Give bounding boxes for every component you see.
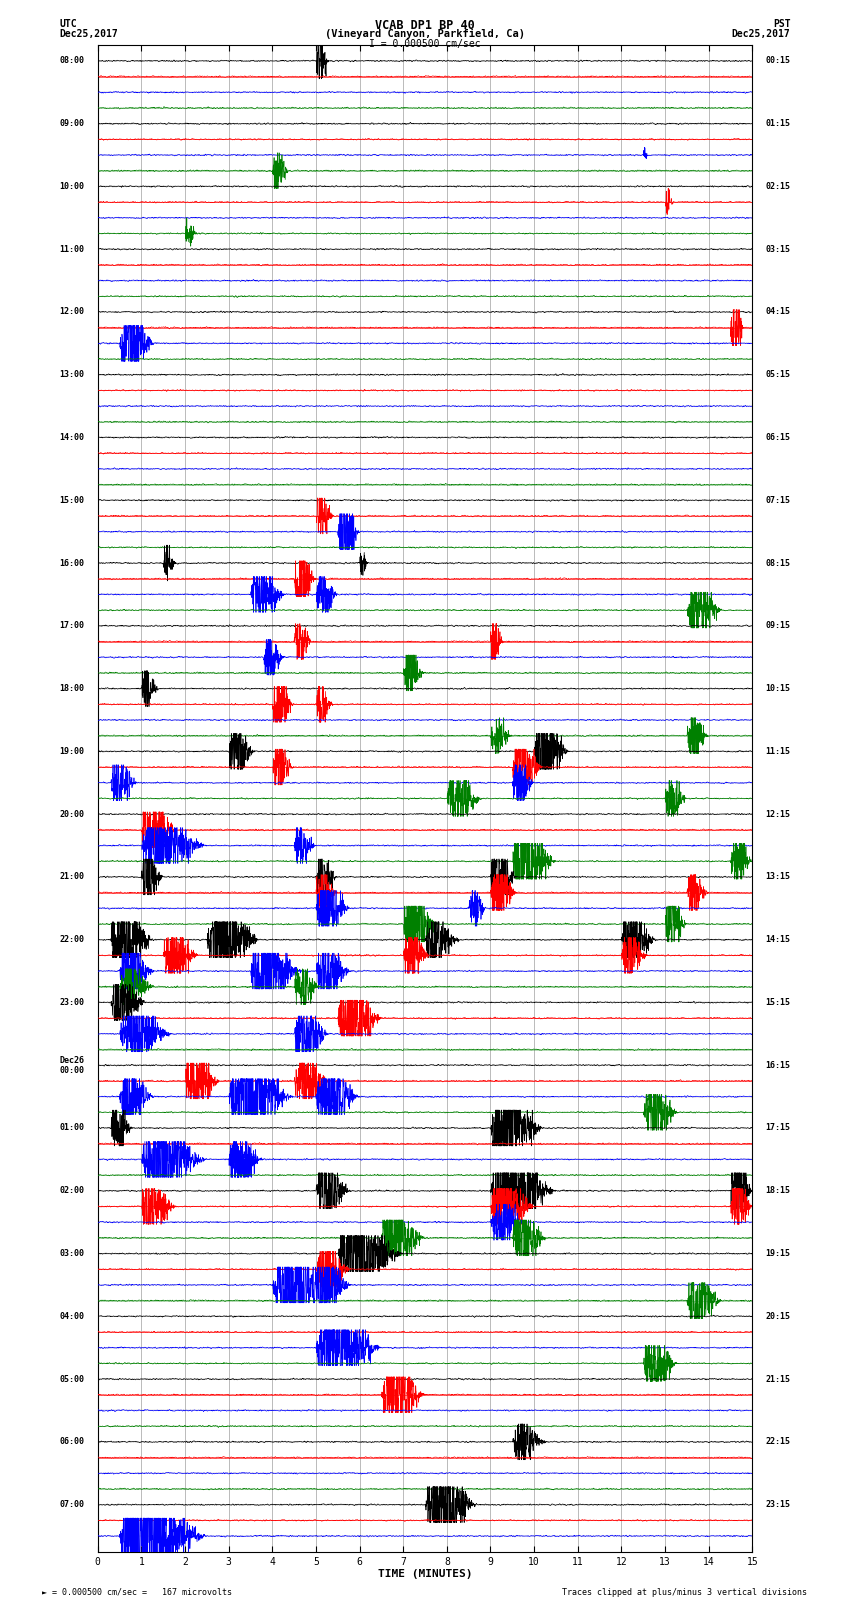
Text: 22:15: 22:15 [765,1437,790,1447]
Text: 09:15: 09:15 [765,621,790,631]
Text: 06:00: 06:00 [60,1437,85,1447]
Text: 23:00: 23:00 [60,998,85,1007]
Text: 12:00: 12:00 [60,308,85,316]
Text: 21:15: 21:15 [765,1374,790,1384]
Text: 07:00: 07:00 [60,1500,85,1510]
Text: 03:00: 03:00 [60,1248,85,1258]
Text: 09:00: 09:00 [60,119,85,127]
Text: 19:15: 19:15 [765,1248,790,1258]
Text: Dec26
00:00: Dec26 00:00 [60,1055,85,1074]
Text: 16:00: 16:00 [60,558,85,568]
Text: 19:00: 19:00 [60,747,85,756]
Text: 16:15: 16:15 [765,1061,790,1069]
Text: 08:00: 08:00 [60,56,85,66]
Text: 20:15: 20:15 [765,1311,790,1321]
Text: 17:15: 17:15 [765,1124,790,1132]
Text: 08:15: 08:15 [765,558,790,568]
Text: 04:15: 04:15 [765,308,790,316]
Text: 03:15: 03:15 [765,245,790,253]
Text: 20:00: 20:00 [60,810,85,819]
Text: 14:15: 14:15 [765,936,790,944]
Text: 06:15: 06:15 [765,432,790,442]
Text: 14:00: 14:00 [60,432,85,442]
Text: ► = 0.000500 cm/sec =   167 microvolts: ► = 0.000500 cm/sec = 167 microvolts [42,1587,233,1597]
Text: UTC: UTC [60,19,77,29]
Text: Traces clipped at plus/minus 3 vertical divisions: Traces clipped at plus/minus 3 vertical … [563,1587,808,1597]
Text: 10:00: 10:00 [60,182,85,190]
Text: 17:00: 17:00 [60,621,85,631]
Text: 02:15: 02:15 [765,182,790,190]
Text: 11:00: 11:00 [60,245,85,253]
Text: 07:15: 07:15 [765,495,790,505]
Text: 05:15: 05:15 [765,371,790,379]
Text: (Vineyard Canyon, Parkfield, Ca): (Vineyard Canyon, Parkfield, Ca) [325,29,525,39]
Text: 18:00: 18:00 [60,684,85,694]
Text: 04:00: 04:00 [60,1311,85,1321]
Text: 01:15: 01:15 [765,119,790,127]
Text: 05:00: 05:00 [60,1374,85,1384]
Text: 02:00: 02:00 [60,1186,85,1195]
Text: 15:00: 15:00 [60,495,85,505]
Text: 10:15: 10:15 [765,684,790,694]
Text: Dec25,2017: Dec25,2017 [60,29,118,39]
Text: 12:15: 12:15 [765,810,790,819]
Text: I = 0.000500 cm/sec: I = 0.000500 cm/sec [369,39,481,48]
Text: 18:15: 18:15 [765,1186,790,1195]
Text: 15:15: 15:15 [765,998,790,1007]
Text: 22:00: 22:00 [60,936,85,944]
Text: 00:15: 00:15 [765,56,790,66]
Text: 13:00: 13:00 [60,371,85,379]
Text: VCAB DP1 BP 40: VCAB DP1 BP 40 [375,19,475,32]
Text: 21:00: 21:00 [60,873,85,881]
X-axis label: TIME (MINUTES): TIME (MINUTES) [377,1569,473,1579]
Text: 13:15: 13:15 [765,873,790,881]
Text: 11:15: 11:15 [765,747,790,756]
Text: PST: PST [773,19,790,29]
Text: Dec25,2017: Dec25,2017 [732,29,791,39]
Text: 01:00: 01:00 [60,1124,85,1132]
Text: 23:15: 23:15 [765,1500,790,1510]
